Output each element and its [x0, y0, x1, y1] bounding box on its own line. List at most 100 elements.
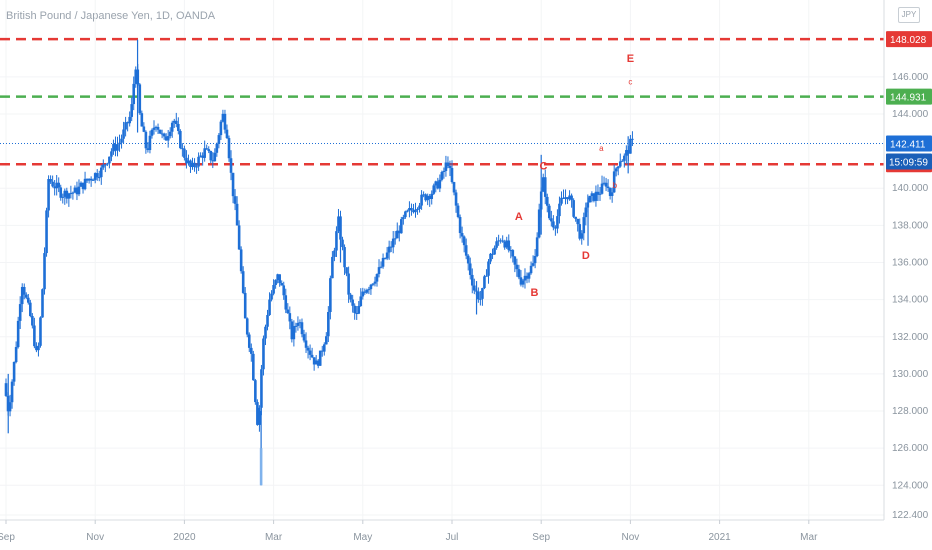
- candlestick-series: [4, 39, 634, 486]
- candle-body: [65, 190, 69, 199]
- candle-body: [110, 151, 113, 157]
- candle-body: [406, 210, 409, 212]
- candle-body: [203, 148, 206, 158]
- wave-label-c: c: [628, 77, 632, 86]
- candle-body: [302, 334, 306, 341]
- candle-body: [363, 291, 367, 293]
- candle-body: [47, 178, 50, 211]
- candle-body: [400, 219, 403, 234]
- candle-body: [389, 246, 393, 248]
- candle-body: [391, 238, 395, 248]
- candle-body: [351, 299, 354, 306]
- candle-body: [187, 160, 190, 164]
- candle-body: [448, 165, 452, 168]
- time-axis[interactable]: Sep Nov 2020 Mar May Jul Sep Nov 2021 Mar: [0, 520, 818, 543]
- candle-body: [616, 166, 620, 169]
- candle-body: [519, 277, 523, 285]
- candle-body: [142, 126, 146, 132]
- candle-body: [503, 241, 507, 248]
- candle-body: [481, 288, 484, 299]
- candle-body: [333, 250, 336, 257]
- candle-body: [329, 278, 332, 313]
- candle-body: [87, 178, 91, 181]
- wave-label-a: a: [599, 144, 604, 153]
- candle-body: [185, 157, 188, 164]
- candle-body: [426, 195, 429, 201]
- candle-body: [290, 321, 294, 340]
- candle-body: [631, 138, 634, 140]
- candle-body: [183, 148, 186, 158]
- price-axis[interactable]: 122.400 124.000 126.000 128.000 130.000 132.0…: [892, 72, 929, 521]
- time-tick-label: Mar: [265, 532, 283, 543]
- candle-body: [79, 182, 83, 187]
- price-tick-label: 146.000: [892, 72, 929, 83]
- candle-body: [454, 192, 458, 206]
- currency-badge[interactable]: JPY: [898, 7, 920, 23]
- candle-body: [10, 381, 14, 403]
- current-price-tag: [886, 135, 932, 152]
- candle-body: [256, 402, 259, 425]
- candle-body: [442, 170, 446, 173]
- candle-body: [300, 322, 304, 335]
- candle-body: [357, 305, 361, 314]
- candle-body: [172, 120, 176, 123]
- candle-body: [262, 338, 265, 370]
- candle-body: [168, 131, 172, 137]
- wave-label-B: B: [531, 287, 539, 299]
- time-tick-label: 2020: [173, 532, 196, 543]
- candle-body: [73, 187, 77, 193]
- candle-body: [148, 135, 152, 151]
- candle-body: [418, 205, 421, 209]
- candle-body: [590, 193, 594, 196]
- candle-body-low: [259, 448, 263, 486]
- candle-body: [491, 253, 494, 255]
- candle-body: [18, 304, 22, 321]
- candle-body: [377, 267, 381, 275]
- candle-body: [511, 250, 515, 257]
- candle-body: [509, 250, 513, 252]
- candle-body: [468, 263, 472, 275]
- candle-body: [464, 245, 468, 256]
- candle-body: [618, 161, 622, 167]
- candle-body: [260, 369, 263, 408]
- wave-label-b: b: [613, 181, 618, 190]
- candle-body: [620, 160, 624, 162]
- candle-body: [505, 240, 509, 248]
- candle-body: [128, 116, 131, 124]
- candle-body: [69, 193, 73, 195]
- wave-label-E: E: [627, 53, 634, 65]
- candle-body: [335, 231, 338, 251]
- candle-body: [314, 360, 318, 365]
- candle-body: [515, 264, 519, 270]
- time-tick-label: Mar: [800, 532, 818, 543]
- candle-body: [479, 298, 482, 300]
- candle-body: [410, 208, 413, 211]
- price-tick-label: 134.000: [892, 295, 929, 306]
- candle-body: [122, 129, 125, 139]
- price-tick-label: 130.000: [892, 369, 929, 380]
- candle-body: [552, 221, 555, 228]
- candle-body: [414, 209, 417, 213]
- candle-body: [600, 183, 604, 194]
- candle-body: [59, 187, 63, 198]
- candle-body: [614, 168, 618, 172]
- candle-body: [199, 155, 202, 157]
- candle-body: [489, 253, 492, 262]
- candle-body: [550, 218, 553, 222]
- candle-body: [112, 144, 115, 152]
- candle-body: [150, 129, 154, 136]
- candle-body: [37, 345, 40, 351]
- candle-body: [545, 196, 549, 206]
- candle-body: [349, 294, 352, 300]
- candle-body: [395, 230, 399, 239]
- candle-body: [331, 256, 334, 279]
- candle-body: [55, 182, 58, 189]
- candle-body: [286, 309, 290, 314]
- candle-body: [205, 148, 208, 150]
- candle-body: [460, 233, 464, 237]
- candle-body: [543, 177, 547, 197]
- candle-body: [29, 302, 32, 316]
- candle-body: [164, 136, 168, 141]
- candle-body: [268, 299, 271, 316]
